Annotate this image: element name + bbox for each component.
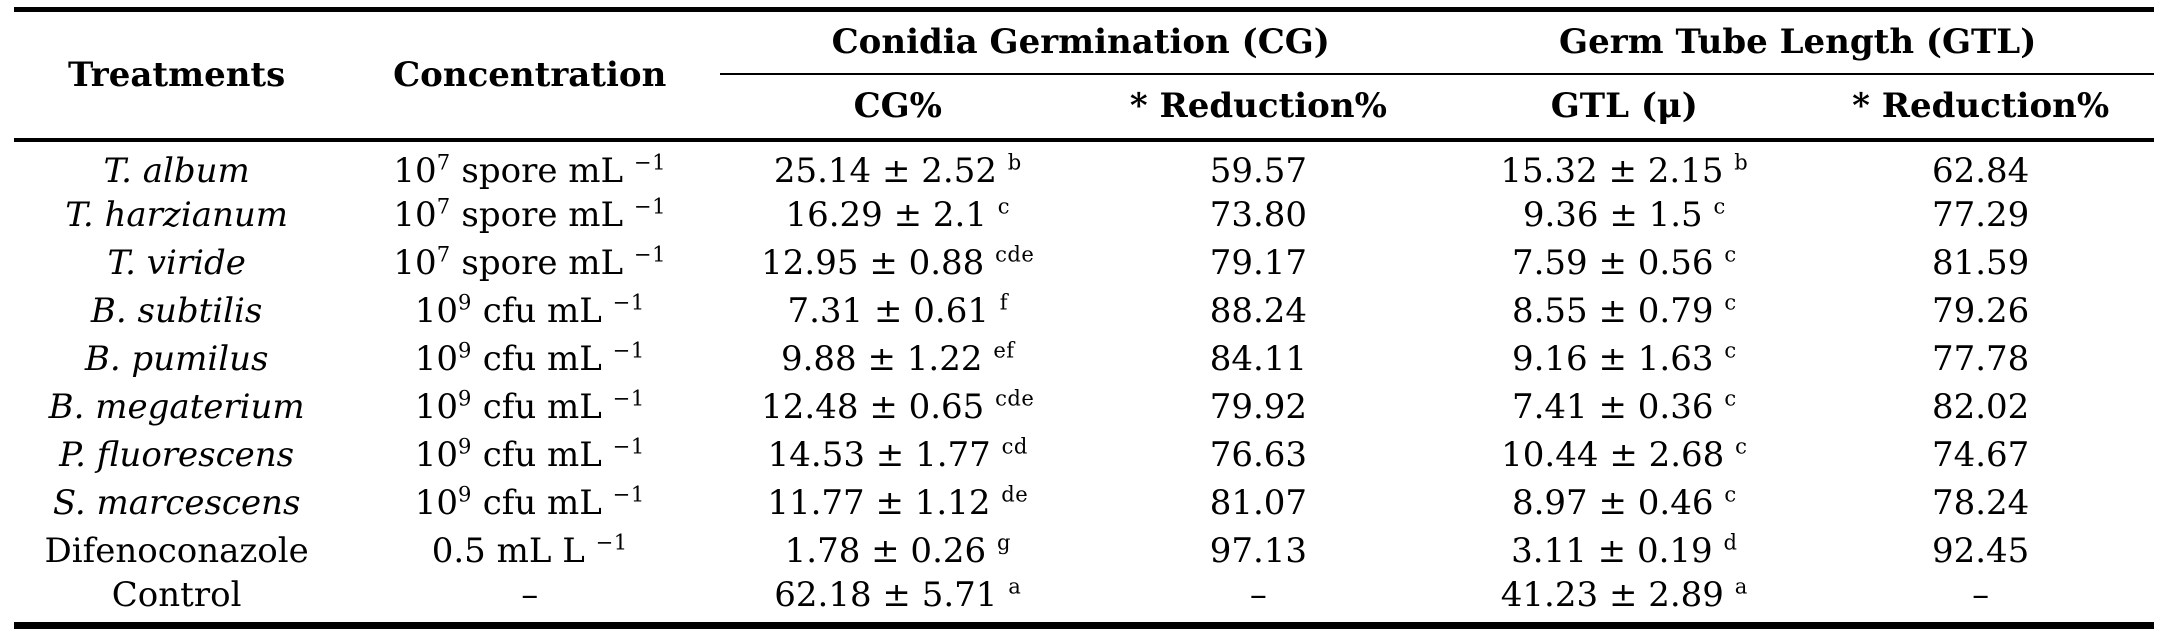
cell-gtl-reduction: 74.67 xyxy=(1931,434,2030,475)
cell-treatment: T. album xyxy=(103,150,250,191)
column-header-cg-percent: CG% xyxy=(720,73,1076,142)
cell-concentration: 107 spore mL −1 xyxy=(393,149,666,191)
cell-concentration: – xyxy=(521,574,539,615)
table-row: Control – 62.18 ± 5.71 a – 41.23 ± 2.89 a – xyxy=(14,575,2154,626)
cell-concentration: 107 spore mL −1 xyxy=(393,193,666,235)
cell-concentration: 109 cfu mL −1 xyxy=(414,337,645,379)
cell-cg-value: 12.95 ± 0.88 cde xyxy=(761,241,1035,283)
table-row: T. album 107 spore mL −1 25.14 ± 2.52 b 59.… xyxy=(14,140,2154,191)
cell-cg-reduction: 76.63 xyxy=(1209,434,1308,475)
cell-gtl-reduction: 77.78 xyxy=(1931,338,2030,379)
cell-cg-reduction: 84.11 xyxy=(1209,338,1308,379)
cell-cg-value: 12.48 ± 0.65 cde xyxy=(761,385,1035,427)
cell-gtl-value: 3.11 ± 0.19 d xyxy=(1511,529,1738,571)
cell-gtl-reduction: 77.29 xyxy=(1931,194,2030,235)
cell-gtl-value: 8.55 ± 0.79 c xyxy=(1511,289,1737,331)
cell-cg-value: 14.53 ± 1.77 cd xyxy=(767,433,1028,475)
cell-treatment: P. fluorescens xyxy=(59,434,295,475)
cell-treatment: B. subtilis xyxy=(90,290,263,331)
table-row: S. marcescens 109 cfu mL −1 11.77 ± 1.12 d… xyxy=(14,479,2154,527)
cell-treatment: T. viride xyxy=(107,242,246,283)
cell-concentration: 109 cfu mL −1 xyxy=(414,385,645,427)
cell-gtl-value: 7.41 ± 0.36 c xyxy=(1511,385,1737,427)
cell-treatment: B. megaterium xyxy=(48,386,305,427)
cell-cg-value: 16.29 ± 2.1 c xyxy=(785,193,1011,235)
group-header-germ-tube-length: Germ Tube Length (GTL) xyxy=(1441,9,2154,75)
cell-treatment: B. pumilus xyxy=(84,338,269,379)
cell-concentration: 109 cfu mL −1 xyxy=(414,433,645,475)
cell-cg-value: 1.78 ± 0.26 g xyxy=(784,529,1011,571)
cell-treatment: S. marcescens xyxy=(52,482,301,523)
group-header-conidia-germination: Conidia Germination (CG) xyxy=(720,9,1442,75)
cell-cg-reduction: 79.92 xyxy=(1209,386,1308,427)
cell-cg-reduction: 81.07 xyxy=(1209,482,1308,523)
table-row: T. viride 107 spore mL −1 12.95 ± 0.88 cde… xyxy=(14,239,2154,287)
column-header-treatments: Treatments xyxy=(14,9,340,142)
cell-concentration: 109 cfu mL −1 xyxy=(414,289,645,331)
cell-cg-value: 7.31 ± 0.61 f xyxy=(787,289,1009,331)
cell-gtl-reduction: 81.59 xyxy=(1931,242,2030,283)
table-row: Difenoconazole 0.5 mL L −1 1.78 ± 0.26 g 97… xyxy=(14,527,2154,575)
cell-gtl-value: 8.97 ± 0.46 c xyxy=(1511,481,1737,523)
cell-gtl-value: 9.16 ± 1.63 c xyxy=(1511,337,1737,379)
table-body: T. album 107 spore mL −1 25.14 ± 2.52 b 59.… xyxy=(14,140,2154,626)
table-row: P. fluorescens 109 cfu mL −1 14.53 ± 1.77 … xyxy=(14,431,2154,479)
cell-gtl-value: 7.59 ± 0.56 c xyxy=(1511,241,1737,283)
cell-cg-value: 62.18 ± 5.71 a xyxy=(774,573,1022,615)
cell-treatment: T. harzianum xyxy=(65,194,289,235)
cell-gtl-reduction: 78.24 xyxy=(1931,482,2030,523)
table-row: B. subtilis 109 cfu mL −1 7.31 ± 0.61 f 88.… xyxy=(14,287,2154,335)
cell-treatment: Difenoconazole xyxy=(44,530,309,571)
cell-gtl-reduction: 92.45 xyxy=(1931,530,2030,571)
cell-cg-reduction: – xyxy=(1249,574,1267,615)
cell-cg-reduction: 88.24 xyxy=(1209,290,1308,331)
table-row: B. megaterium 109 cfu mL −1 12.48 ± 0.65 c… xyxy=(14,383,2154,431)
cell-treatment: Control xyxy=(111,574,242,615)
cell-cg-reduction: 97.13 xyxy=(1209,530,1308,571)
group-header-row: Treatments Concentration Conidia Germina… xyxy=(14,9,2154,142)
cell-gtl-value: 9.36 ± 1.5 c xyxy=(1522,193,1726,235)
column-header-gtl-reduction-percent: * Reduction% xyxy=(1807,73,2154,142)
cell-cg-reduction: 73.80 xyxy=(1209,194,1308,235)
cell-gtl-reduction: – xyxy=(1972,574,1990,615)
table-row: B. pumilus 109 cfu mL −1 9.88 ± 1.22 ef 84.… xyxy=(14,335,2154,383)
column-header-cg-reduction-percent: * Reduction% xyxy=(1075,73,1442,142)
cell-cg-value: 25.14 ± 2.52 b xyxy=(773,149,1022,191)
cell-gtl-value: 15.32 ± 2.15 b xyxy=(1500,149,1749,191)
cell-cg-reduction: 79.17 xyxy=(1209,242,1308,283)
results-table: Treatments Concentration Conidia Germina… xyxy=(14,7,2154,629)
column-header-gtl-mu: GTL (μ) xyxy=(1441,73,1808,142)
column-header-concentration: Concentration xyxy=(339,9,721,142)
cell-cg-reduction: 59.57 xyxy=(1209,150,1308,191)
cell-concentration: 107 spore mL −1 xyxy=(393,241,666,283)
cell-cg-value: 9.88 ± 1.22 ef xyxy=(780,337,1015,379)
cell-gtl-reduction: 79.26 xyxy=(1931,290,2030,331)
cell-gtl-reduction: 82.02 xyxy=(1931,386,2030,427)
cell-cg-value: 11.77 ± 1.12 de xyxy=(767,481,1029,523)
cell-gtl-value: 10.44 ± 2.68 c xyxy=(1501,433,1748,475)
cell-gtl-value: 41.23 ± 2.89 a xyxy=(1500,573,1748,615)
table-header: Treatments Concentration Conidia Germina… xyxy=(14,9,2154,142)
table-row: T. harzianum 107 spore mL −1 16.29 ± 2.1 c… xyxy=(14,191,2154,239)
cell-concentration: 0.5 mL L −1 xyxy=(431,529,628,571)
cell-gtl-reduction: 62.84 xyxy=(1931,150,2030,191)
sub-header-row: CG% * Reduction% GTL (μ) * Reduction% xyxy=(14,73,2154,142)
cell-concentration: 109 cfu mL −1 xyxy=(414,481,645,523)
